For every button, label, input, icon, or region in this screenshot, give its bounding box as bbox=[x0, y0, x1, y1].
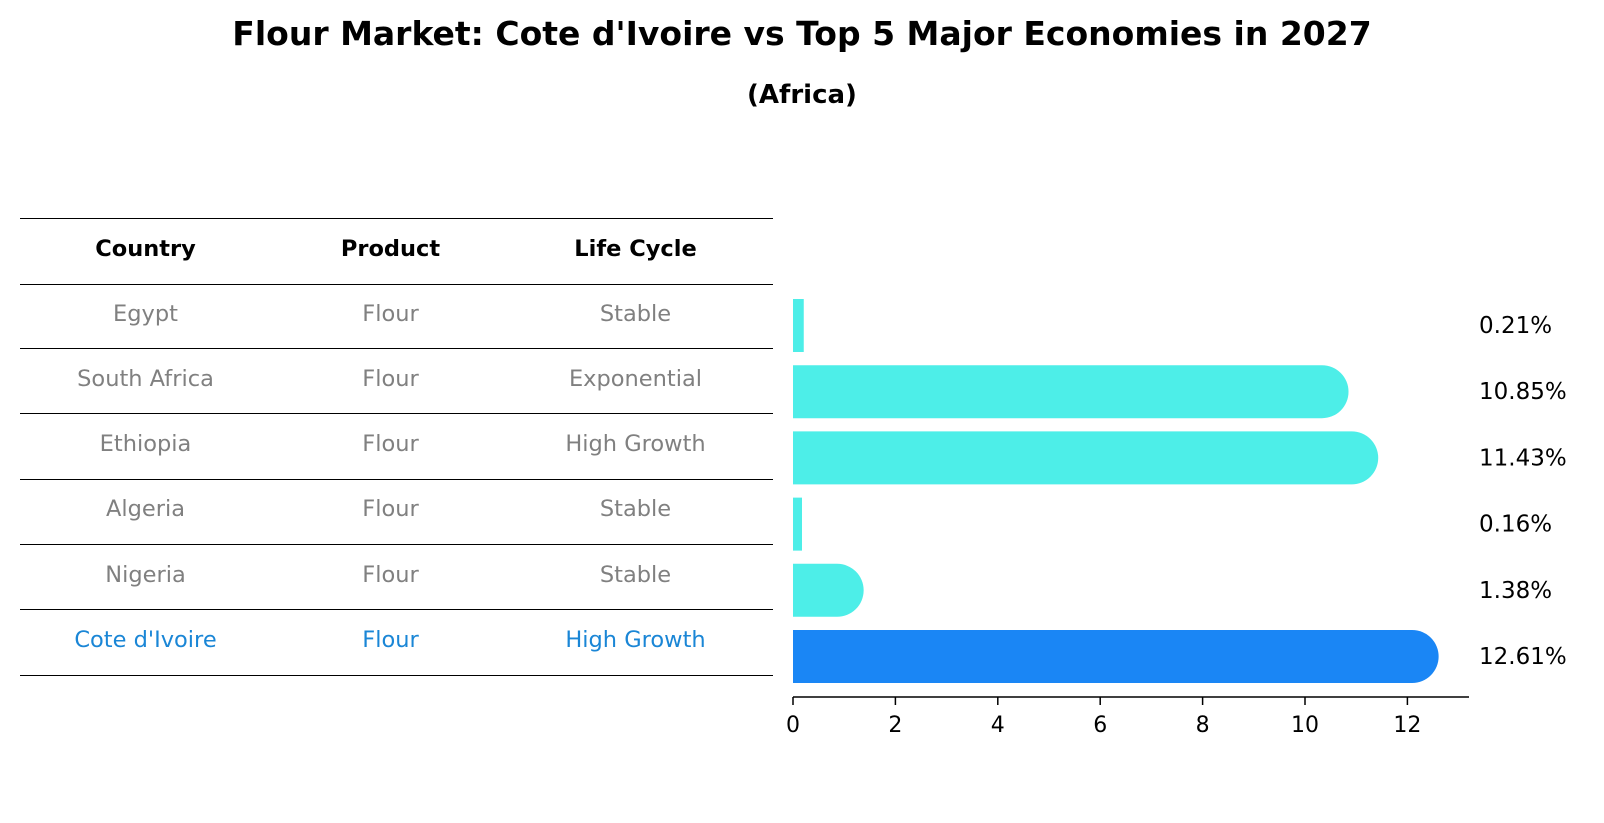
value-label: 10.85% bbox=[1479, 379, 1567, 405]
row-country: Nigeria bbox=[105, 562, 186, 588]
value-label: 0.16% bbox=[1479, 512, 1552, 538]
header-product: Product bbox=[340, 236, 441, 262]
row-country: Algeria bbox=[105, 496, 186, 522]
chart-title: Flour Market: Cote d'Ivoire vs Top 5 Maj… bbox=[232, 14, 1372, 53]
table-rule bbox=[20, 609, 773, 610]
chart-subtitle: (Africa) bbox=[747, 80, 857, 110]
x-tick-label: 10 bbox=[1291, 713, 1319, 738]
value-label: 11.43% bbox=[1479, 445, 1567, 471]
value-label: 0.21% bbox=[1479, 313, 1552, 339]
row-country: Egypt bbox=[113, 301, 178, 327]
x-tick-label: 12 bbox=[1393, 713, 1421, 738]
bar bbox=[793, 431, 1379, 485]
x-tick-label: 8 bbox=[1196, 713, 1210, 738]
row-country-highlight: Cote d'Ivoire bbox=[74, 627, 217, 653]
row-product: Flour bbox=[362, 562, 419, 588]
header-country: Country bbox=[95, 236, 196, 262]
row-product: Flour bbox=[362, 431, 419, 457]
table-rule bbox=[20, 675, 773, 676]
table-rule bbox=[20, 544, 773, 545]
header-life-cycle: Life Cycle bbox=[574, 236, 697, 262]
row-product-highlight: Flour bbox=[362, 627, 419, 653]
table-rule bbox=[20, 218, 773, 219]
bar-highlight bbox=[793, 630, 1439, 683]
value-label: 1.38% bbox=[1479, 578, 1552, 604]
table-rule bbox=[20, 348, 773, 349]
bar bbox=[793, 497, 802, 551]
row-life-cycle: High Growth bbox=[565, 431, 706, 457]
row-life-cycle: Stable bbox=[599, 562, 672, 588]
x-tick-label: 0 bbox=[786, 713, 800, 738]
row-country: South Africa bbox=[77, 366, 214, 392]
row-country: Ethiopia bbox=[99, 431, 192, 457]
x-tick-label: 6 bbox=[1093, 713, 1107, 738]
row-life-cycle: Stable bbox=[599, 301, 672, 327]
row-life-cycle: Exponential bbox=[568, 366, 703, 392]
bar bbox=[793, 563, 864, 617]
row-product: Flour bbox=[362, 366, 419, 392]
row-product: Flour bbox=[362, 301, 419, 327]
table-rule bbox=[20, 413, 773, 414]
table-rule bbox=[20, 479, 773, 480]
row-life-cycle: Stable bbox=[599, 496, 672, 522]
x-tick-label: 4 bbox=[991, 713, 1005, 738]
bar bbox=[793, 365, 1349, 419]
value-label: 12.61% bbox=[1479, 644, 1567, 670]
bar bbox=[793, 299, 804, 352]
x-tick-label: 2 bbox=[888, 713, 902, 738]
row-life-cycle-highlight: High Growth bbox=[565, 627, 706, 653]
row-product: Flour bbox=[362, 496, 419, 522]
table-rule bbox=[20, 284, 773, 285]
